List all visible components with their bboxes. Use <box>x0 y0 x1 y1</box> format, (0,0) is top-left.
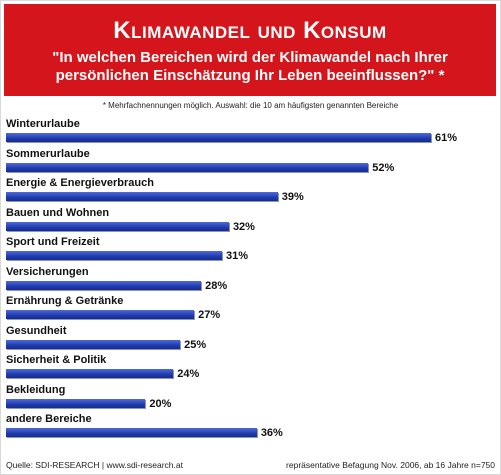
title-banner: Klimawandel und Konsum "In welchen Berei… <box>4 4 496 96</box>
bar <box>6 221 229 231</box>
bar <box>6 162 369 172</box>
value-label: 24% <box>177 368 200 380</box>
survey-info: repräsentative Befagung Nov. 2006, ab 16… <box>286 460 495 470</box>
value-label: 27% <box>198 309 221 321</box>
footnote: * Mehrfachnennungen möglich. Auswahl: di… <box>102 101 399 110</box>
bar <box>6 339 181 349</box>
category-label: Ernährung & Getränke <box>6 295 124 307</box>
survey-question: "In welchen Bereichen wird der Klimawand… <box>52 49 448 84</box>
value-label: 25% <box>184 338 207 351</box>
bar <box>6 398 146 408</box>
bar <box>6 133 431 142</box>
category-label: Gesundheit <box>6 324 67 337</box>
category-label: Energie & Energieverbrauch <box>6 177 154 189</box>
value-label: 28% <box>205 279 228 292</box>
category-label: Sommerurlaube <box>6 147 90 160</box>
source-credit: Quelle: SDI-RESEARCH | www.sdi-research.… <box>6 460 183 470</box>
category-label: Versicherungen <box>6 265 89 278</box>
chart-title: Klimawandel und Konsum <box>113 17 387 44</box>
value-label: 31% <box>225 250 248 262</box>
value-label: 61% <box>435 132 458 144</box>
value-label: 39% <box>281 191 304 203</box>
category-label: Sicherheit & Politik <box>6 354 107 366</box>
value-label: 36% <box>260 427 283 439</box>
bar <box>6 192 278 201</box>
bar <box>6 280 202 290</box>
bar <box>6 428 257 437</box>
category-label: Winterurlaube <box>6 118 80 130</box>
category-label: Sport und Freizeit <box>6 236 100 248</box>
value-label: 20% <box>149 397 172 410</box>
category-label: Bekleidung <box>6 383 66 396</box>
category-label: andere Bereiche <box>6 413 92 425</box>
bar <box>6 310 195 319</box>
category-label: Bauen und Wohnen <box>6 206 110 219</box>
value-label: 32% <box>232 220 255 233</box>
bar <box>6 369 174 378</box>
value-label: 52% <box>372 161 395 174</box>
bar <box>6 251 222 260</box>
